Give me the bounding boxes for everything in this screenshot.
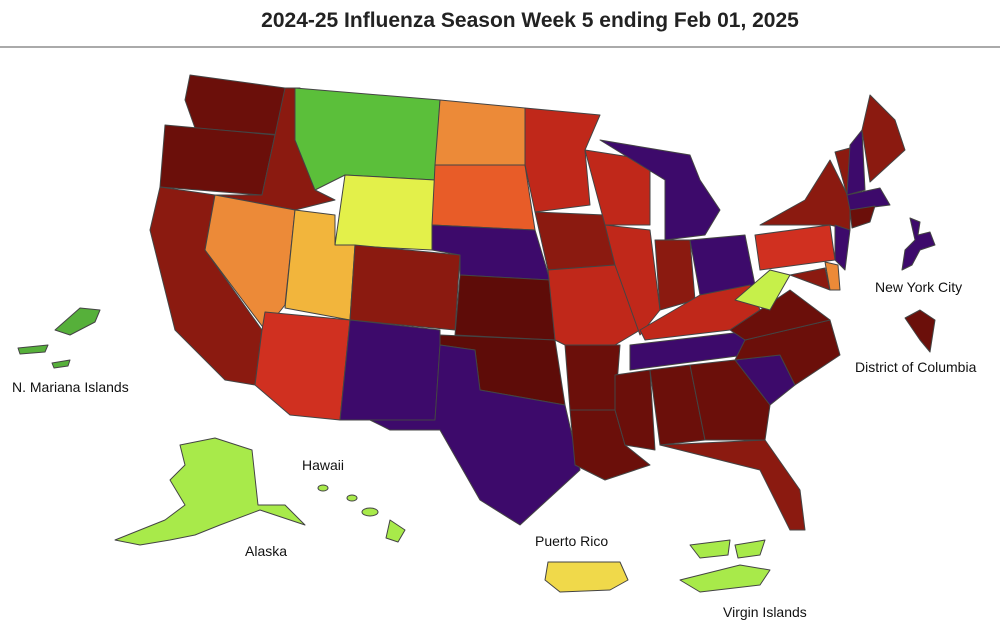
region-label: District of Columbia [855,359,977,375]
state [454,274,556,341]
region-label: Alaska [245,543,287,559]
virgin-islands-shape [679,564,771,593]
states [149,74,906,531]
mariana-shape [17,344,49,355]
state [431,164,536,231]
hawaii-shape [346,494,358,502]
state [861,94,906,183]
region-label: Hawaii [302,457,344,473]
state [564,344,621,411]
mariana-shape [51,359,71,369]
state [184,74,286,136]
map-title: 2024-25 Influenza Season Week 5 ending F… [261,9,799,32]
state [754,224,836,271]
state [159,124,276,196]
nyc-shape [901,217,936,271]
state [294,87,441,191]
state [349,244,461,331]
state [759,159,851,231]
puerto-rico-shape [544,561,629,593]
region-label: N. Mariana Islands [12,379,129,395]
virgin-islands-shape [734,539,766,559]
state [846,187,891,211]
state [834,224,851,271]
state [334,174,436,251]
state [849,205,876,229]
state [789,267,831,291]
state [524,107,601,213]
state [599,139,721,241]
state [654,239,696,311]
state [434,99,526,166]
hawaii-shape [385,519,406,543]
insets [17,217,936,593]
state [824,261,841,291]
state [339,319,441,421]
state [534,211,616,271]
state [614,369,656,451]
state [729,289,831,341]
region-label: New York City [875,279,962,295]
hawaii-shape [317,484,329,492]
region-label: Virgin Islands [723,604,807,620]
state [659,439,806,531]
state [846,129,866,196]
hawaii-shape [361,507,379,517]
state [604,224,661,336]
state [254,311,351,421]
alaska-shape [114,437,306,546]
mariana-shape [54,307,101,336]
virgin-islands-shape [689,539,731,559]
state [369,344,581,526]
region-label: Puerto Rico [535,533,608,549]
dc-shape [904,309,936,353]
